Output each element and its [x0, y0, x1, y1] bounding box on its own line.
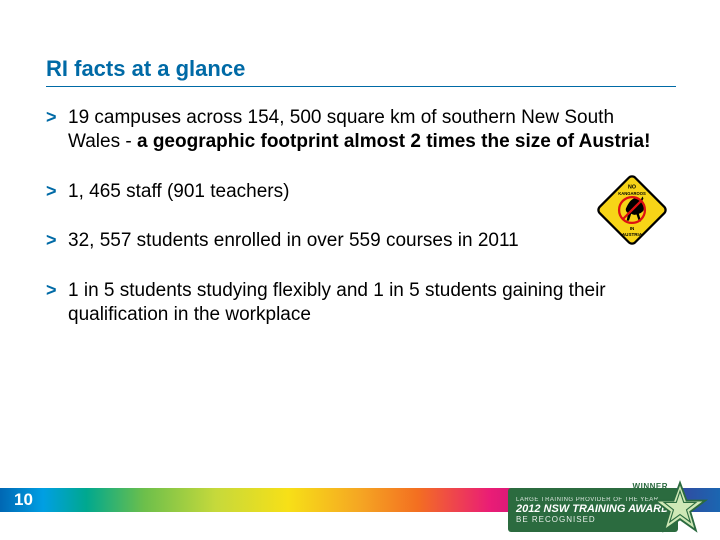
- bullet-text: 1, 465 staff (901 teachers): [68, 180, 666, 204]
- bullet-marker: >: [46, 180, 68, 204]
- title-underline: [46, 86, 676, 87]
- bullet-text: 19 campuses across 154, 500 square km of…: [68, 106, 666, 154]
- list-item: > 19 campuses across 154, 500 square km …: [46, 106, 666, 154]
- bullet-marker: >: [46, 279, 68, 327]
- bullet-plain: 1 in 5 students studying flexibly and 1 …: [68, 280, 606, 325]
- list-item: > 1, 465 staff (901 teachers): [46, 180, 666, 204]
- bullet-plain: 32, 557 students enrolled in over 559 co…: [68, 230, 519, 251]
- bullet-marker: >: [46, 106, 68, 154]
- bullet-text: 32, 557 students enrolled in over 559 co…: [68, 229, 666, 253]
- award-badge: WINNER LARGE TRAINING PROVIDER OF THE YE…: [508, 480, 708, 536]
- badge-year: 2012: [516, 503, 540, 515]
- slide: RI facts at a glance > 19 campuses acros…: [0, 0, 720, 540]
- bullet-marker: >: [46, 229, 68, 253]
- page-number: 10: [14, 490, 33, 510]
- bullet-plain: 1, 465 staff (901 teachers): [68, 181, 289, 202]
- slide-title: RI facts at a glance: [46, 56, 245, 82]
- bullet-text: 1 in 5 students studying flexibly and 1 …: [68, 279, 666, 327]
- bullet-list: > 19 campuses across 154, 500 square km …: [46, 106, 666, 353]
- list-item: > 32, 557 students enrolled in over 559 …: [46, 229, 666, 253]
- badge-star-icon: [652, 480, 708, 536]
- list-item: > 1 in 5 students studying flexibly and …: [46, 279, 666, 327]
- bullet-bold: a geographic footprint almost 2 times th…: [137, 131, 650, 152]
